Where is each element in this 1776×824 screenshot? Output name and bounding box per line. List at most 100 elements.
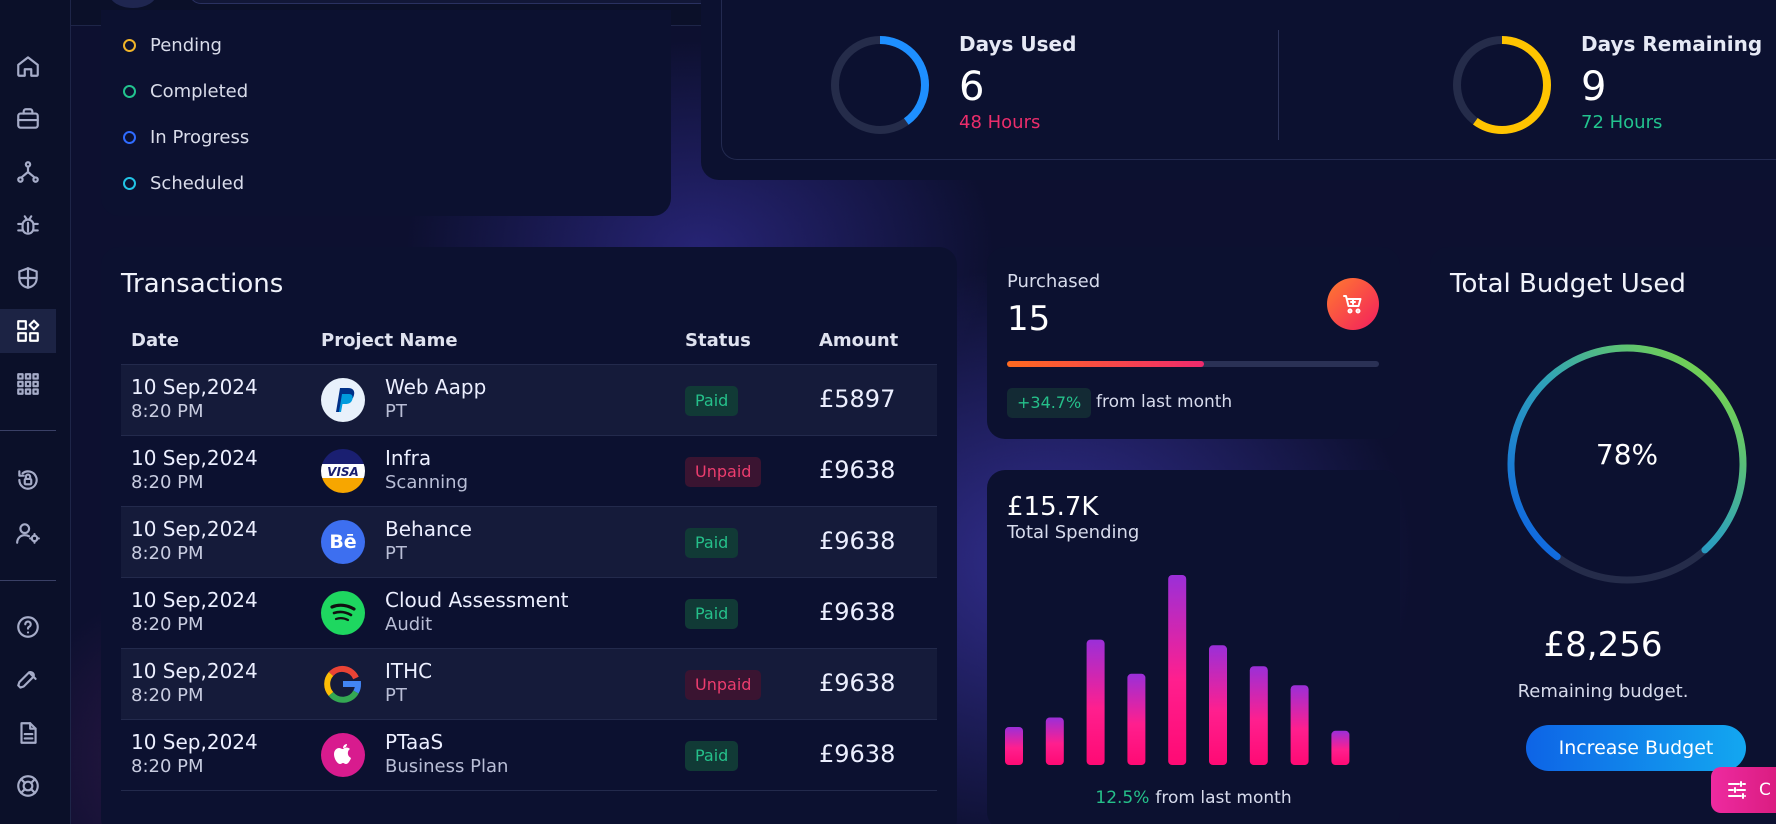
row-amount: £9638: [819, 598, 896, 626]
status-dot-icon: [123, 131, 136, 144]
row-project: Web Aapp: [385, 375, 487, 399]
transactions-card: Transactions Date Project Name Status Am…: [101, 247, 957, 824]
row-amount: £9638: [819, 527, 896, 555]
days-used-title: Days Used: [959, 32, 1077, 56]
spending-change: 12.5%: [1095, 788, 1150, 808]
status-badge: Paid: [685, 528, 739, 558]
column-header-date[interactable]: Date: [131, 330, 179, 351]
google-logo-icon: [321, 662, 365, 706]
sliders-icon: [1728, 781, 1746, 799]
row-date: 10 Sep,2024: [131, 446, 258, 470]
table-row[interactable]: 10 Sep,2024 8:20 PM ITHC PT Unpaid £9638: [121, 648, 937, 719]
spending-bar-7: [1249, 666, 1268, 765]
row-project-sub: Scanning: [385, 472, 469, 493]
status-badge: Paid: [685, 599, 739, 629]
days-remaining-hours: 72 Hours: [1581, 112, 1663, 133]
row-time: 8:20 PM: [131, 685, 204, 706]
table-row[interactable]: 10 Sep,2024 8:20 PM PTaaS Business Plan …: [121, 719, 937, 790]
spending-bar-2: [1045, 717, 1064, 765]
row-date: 10 Sep,2024: [131, 730, 258, 754]
row-project: Cloud Assessment: [385, 588, 569, 612]
lock-reset-icon[interactable]: [0, 458, 56, 502]
budget-remaining-label: Remaining budget.: [1517, 681, 1689, 702]
divider: [1278, 30, 1279, 140]
column-header-status[interactable]: Status: [685, 330, 751, 351]
increase-budget-button[interactable]: Increase Budget: [1526, 725, 1746, 771]
status-dot-icon: [123, 39, 136, 52]
rocket-icon[interactable]: [0, 658, 56, 702]
purchased-note: from last month: [1096, 392, 1233, 412]
days-remaining-title: Days Remaining: [1581, 32, 1763, 56]
row-time: 8:20 PM: [131, 756, 204, 777]
cart-icon: [1343, 295, 1362, 314]
svg-text:VISA: VISA: [327, 465, 359, 479]
budget-title: Total Budget Used: [1450, 269, 1686, 299]
spending-bar-3: [1086, 639, 1105, 765]
grid-dots-icon[interactable]: [0, 362, 56, 406]
transactions-title: Transactions: [121, 269, 284, 299]
purchased-value: 15: [1007, 299, 1051, 339]
spending-note: from last month: [1155, 788, 1292, 808]
paypal-logo-icon: [321, 378, 365, 422]
customizer-button[interactable]: C: [1711, 767, 1776, 813]
row-project-sub: Business Plan: [385, 756, 509, 777]
user-settings-icon[interactable]: [0, 511, 56, 555]
spending-card: £15.7K Total Spending 12.5% from last mon…: [987, 470, 1400, 824]
legend-label: Pending: [150, 35, 222, 56]
network-icon[interactable]: [0, 150, 56, 194]
row-time: 8:20 PM: [131, 543, 204, 564]
spending-bar-9: [1331, 730, 1350, 765]
status-dot-icon: [123, 177, 136, 190]
row-amount: £5897: [819, 385, 896, 413]
table-row[interactable]: 10 Sep,2024 8:20 PM Bē Behance PT Paid £…: [121, 506, 937, 577]
days-remaining-ring: [1453, 36, 1551, 134]
spending-value: £15.7K: [1007, 492, 1099, 522]
budget-card: Total Budget Used 78% £8,256 Remaining b…: [1430, 247, 1776, 824]
purchased-change-badge: +34.7%: [1007, 388, 1092, 418]
cart-button[interactable]: [1327, 278, 1379, 330]
row-date: 10 Sep,2024: [131, 517, 258, 541]
days-used-ring-progress: [831, 36, 929, 134]
help-icon[interactable]: [0, 605, 56, 649]
spending-bar-5: [1168, 575, 1187, 765]
behance-logo-icon: Bē: [321, 520, 365, 564]
days-remaining: Days Remaining 9 72 Hours: [1581, 32, 1762, 133]
bug-icon[interactable]: [0, 203, 56, 247]
spending-bar-4: [1127, 673, 1146, 765]
legend-item-scheduled: Scheduled: [123, 173, 244, 194]
legend-item-pending: Pending: [123, 35, 222, 56]
table-row[interactable]: 10 Sep,2024 8:20 PM VISA Infra Scanning …: [121, 435, 937, 506]
legend-item-in-progress: In Progress: [123, 127, 249, 148]
table-bottom-border: [121, 790, 937, 791]
spotify-logo-icon: [321, 591, 365, 635]
days-card: Days Used 6 48 Hours Days Remaining 9 72…: [701, 0, 1776, 180]
shield-icon[interactable]: [0, 256, 56, 300]
spending-bar-1: [1005, 727, 1023, 765]
apps-grid-icon[interactable]: [0, 309, 56, 353]
legend-label: Scheduled: [150, 173, 245, 194]
home-icon[interactable]: [0, 44, 56, 88]
status-badge: Unpaid: [685, 457, 762, 487]
support-icon[interactable]: [0, 764, 56, 808]
row-amount: £9638: [819, 456, 896, 484]
row-project: ITHC: [385, 659, 433, 683]
legend-label: Completed: [150, 81, 249, 102]
column-header-amount[interactable]: Amount: [819, 330, 899, 351]
sidebar-divider: [0, 580, 56, 581]
row-time: 8:20 PM: [131, 614, 204, 635]
budget-amount: £8,256: [1543, 625, 1663, 665]
table-row[interactable]: 10 Sep,2024 8:20 PM Web Aapp PT Paid £58…: [121, 364, 937, 435]
table-row[interactable]: 10 Sep,2024 8:20 PM Cloud Assessment Aud…: [121, 577, 937, 648]
spending-footer: 12.5% from last month: [987, 788, 1400, 808]
row-project: Infra: [385, 446, 432, 470]
row-project-sub: PT: [385, 543, 407, 564]
row-date: 10 Sep,2024: [131, 588, 258, 612]
column-header-project[interactable]: Project Name: [321, 330, 458, 351]
status-badge: Paid: [685, 741, 739, 771]
avatar[interactable]: [109, 0, 157, 8]
row-project-sub: PT: [385, 685, 407, 706]
row-date: 10 Sep,2024: [131, 375, 258, 399]
budget-gauge-progress: [1507, 344, 1747, 561]
briefcase-icon[interactable]: [0, 97, 56, 141]
document-icon[interactable]: [0, 711, 56, 755]
